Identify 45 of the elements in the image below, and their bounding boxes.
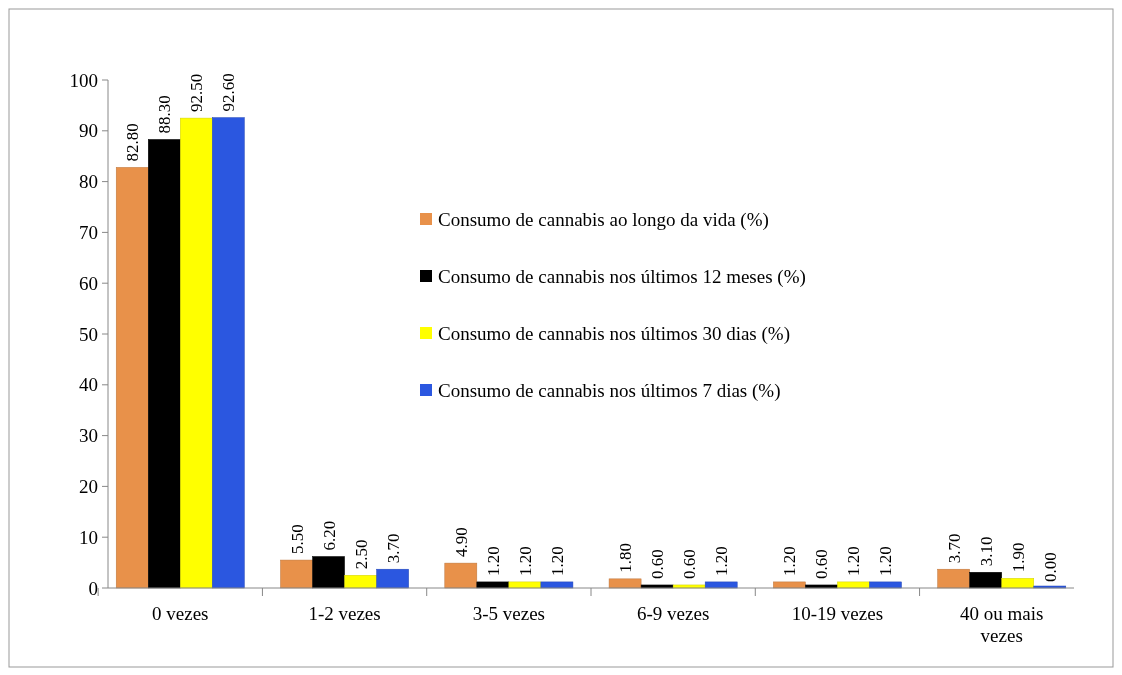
y-tick-label: 90 [79, 120, 98, 142]
data-label: 82.80 [123, 123, 143, 162]
legend-label: Consumo de cannabis nos últimos 7 dias (%) [438, 379, 781, 402]
y-tick-label: 100 [69, 69, 98, 91]
data-label: 1.20 [515, 546, 535, 576]
data-label: 1.90 [1008, 542, 1028, 573]
y-tick-label: 0 [88, 577, 98, 599]
data-label: 3.70 [383, 533, 403, 564]
x-tick-label: 40 ou mais vezes [960, 603, 1044, 646]
data-label: 1.20 [876, 546, 896, 576]
data-label: 88.30 [155, 95, 175, 134]
y-tick-label: 40 [79, 374, 98, 396]
data-label: 92.60 [219, 73, 239, 112]
data-label: 1.20 [780, 546, 800, 576]
data-label: 92.50 [187, 73, 207, 113]
x-tick-label: 1-2 vezes [308, 603, 381, 624]
x-tick-label: 10-19 vezes [791, 603, 884, 624]
y-tick-label: 60 [79, 272, 98, 294]
legend-label: Consumo de cannabis nos últimos 12 meses (%) [438, 265, 806, 288]
data-label: 1.80 [616, 543, 636, 573]
x-tick-label: 3-5 vezes [472, 603, 545, 624]
data-label: 3.70 [944, 533, 964, 564]
data-label: 0.60 [648, 549, 668, 579]
y-tick-label: 10 [79, 526, 98, 548]
x-tick-label: 6-9 vezes [637, 603, 710, 624]
data-label: 0.60 [680, 549, 700, 579]
data-label: 5.50 [287, 524, 307, 555]
legend-label: Consumo de cannabis nos últimos 30 dias (%) [438, 322, 790, 345]
data-label: 4.90 [451, 527, 471, 558]
y-tick-label: 70 [79, 222, 98, 244]
legend-label: Consumo de cannabis ao longo da vida (%) [438, 208, 769, 231]
data-label: 0.00 [1040, 552, 1060, 582]
data-label: 0.60 [812, 549, 832, 579]
data-label: 1.20 [483, 546, 503, 576]
data-label: 2.50 [351, 539, 371, 570]
data-label: 6.20 [319, 520, 339, 551]
x-tick-label: 0 vezes [152, 603, 209, 624]
y-tick-label: 20 [79, 476, 98, 498]
data-label: 1.20 [712, 546, 732, 576]
y-tick-label: 50 [79, 323, 98, 345]
data-label: 1.20 [547, 546, 567, 576]
data-label: 1.20 [844, 546, 864, 576]
y-tick-label: 30 [79, 425, 98, 447]
y-tick-label: 80 [79, 171, 98, 193]
data-label: 3.10 [976, 536, 996, 567]
